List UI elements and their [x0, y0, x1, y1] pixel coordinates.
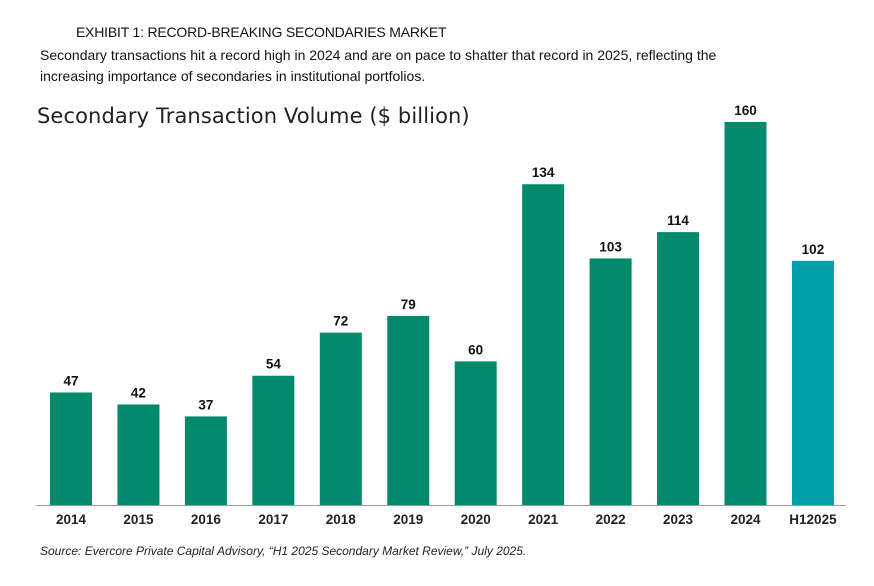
x-tick-label-2021: 2021 [528, 512, 559, 527]
data-label-2018: 72 [333, 314, 348, 329]
bar-2022 [589, 258, 632, 505]
data-label-2023: 114 [667, 213, 689, 228]
data-label-2019: 79 [401, 297, 416, 312]
data-label-2022: 103 [599, 239, 622, 254]
data-label-2016: 37 [198, 397, 213, 412]
x-tick-label-2022: 2022 [596, 512, 626, 527]
bar-2021 [522, 184, 565, 506]
bar-2018 [319, 332, 362, 505]
x-tick-label-2019: 2019 [393, 512, 423, 527]
x-tick-label-2015: 2015 [123, 512, 154, 527]
x-tick-label-2014: 2014 [56, 512, 87, 527]
subtitle: Secondary transactions hit a record high… [40, 47, 717, 84]
data-label-h12025: 102 [802, 242, 825, 257]
bar-2020 [454, 361, 497, 506]
x-tick-label-2020: 2020 [461, 512, 491, 527]
bar-2016 [184, 416, 227, 505]
bar-2019 [387, 315, 430, 505]
x-tick-label-2017: 2017 [258, 512, 288, 527]
data-label-2024: 160 [734, 103, 757, 118]
data-label-2020: 60 [468, 342, 483, 357]
bar-2024 [724, 122, 767, 505]
exhibit-label: EXHIBIT 1: RECORD-BREAKING SECONDARIES M… [76, 24, 447, 40]
data-label-2021: 134 [532, 165, 555, 180]
bar-2017 [252, 375, 295, 505]
x-tick-label-2018: 2018 [326, 512, 357, 527]
chart-title: Secondary Transaction Volume ($ billion) [37, 104, 470, 128]
bar-2023 [657, 232, 700, 506]
x-tick-label-2023: 2023 [663, 512, 694, 527]
source-note: Source: Evercore Private Capital Advisor… [40, 544, 527, 558]
x-tick-label-2024: 2024 [730, 512, 761, 527]
x-tick-label-h12025: H12025 [789, 512, 837, 527]
bar-2014 [50, 392, 92, 505]
data-label-2014: 47 [63, 373, 78, 388]
bar-2015 [117, 404, 160, 505]
data-label-2017: 54 [266, 357, 282, 372]
bar-h12025 [791, 260, 834, 505]
data-label-2015: 42 [131, 385, 146, 400]
x-tick-label-2016: 2016 [191, 512, 222, 527]
